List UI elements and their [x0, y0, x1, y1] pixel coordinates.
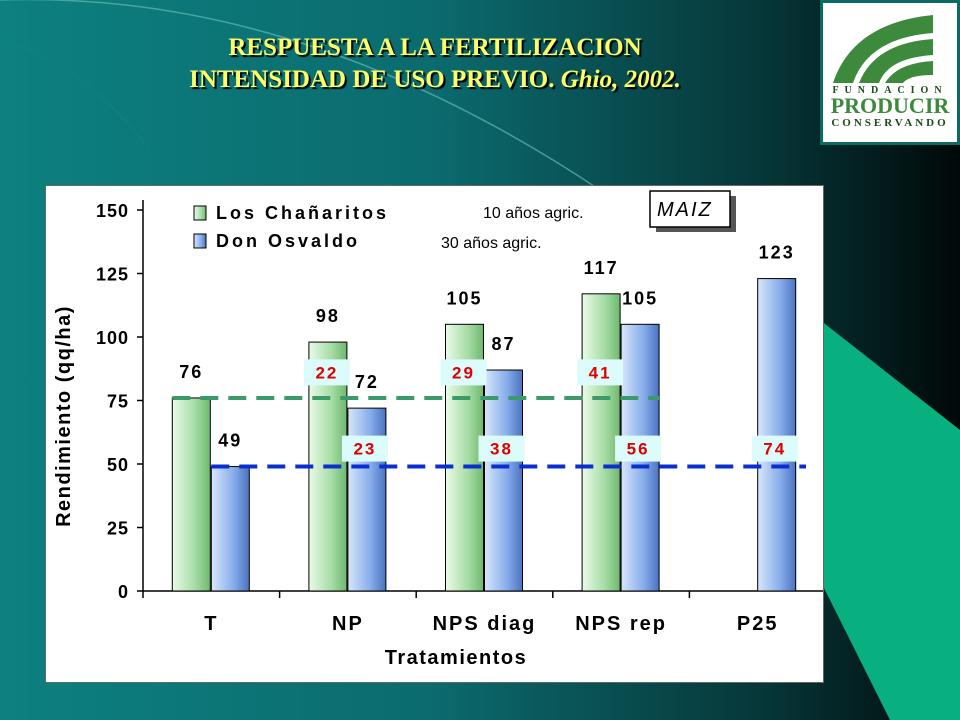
response-label: 22: [315, 363, 338, 382]
x-axis-title: Tratamientos: [385, 647, 527, 669]
response-label: 29: [452, 363, 475, 382]
fundacion-producir-logo: FUNDACION PRODUCIR CONSERVANDO: [820, 0, 960, 145]
bar-value-label: 105: [622, 288, 658, 308]
bar-value-label: 76: [179, 362, 203, 382]
bar-los-chanaritos: [171, 397, 211, 592]
title-line-2: INTENSIDAD DE USO PREVIO. Ghio, 2002.: [95, 64, 775, 96]
green-corner-shape: [820, 320, 960, 720]
legend-swatch: [193, 233, 207, 249]
response-label: 23: [353, 440, 376, 459]
crop-label: MAIZ: [657, 199, 713, 221]
bar-value-label: 49: [218, 431, 242, 451]
title-citation: Ghio, 2002.: [560, 66, 681, 93]
bar-value-label: 87: [491, 334, 515, 354]
x-tick-label: NPS diag: [433, 613, 537, 635]
response-label: 41: [589, 363, 612, 382]
logo-line-3: CONSERVANDO: [831, 117, 949, 129]
legend-label: Los Chañaritos: [216, 203, 389, 223]
crop-label-box: MAIZ: [649, 190, 736, 232]
bar-value-label: 123: [759, 243, 795, 263]
bar-don-osvaldo: [757, 278, 797, 592]
x-tick-label: NP: [332, 613, 364, 635]
bar-don-osvaldo: [210, 466, 250, 592]
y-tick-label: 75: [107, 392, 129, 412]
response-label: 74: [763, 440, 786, 459]
series2-note: 30 años agric.: [441, 235, 542, 252]
title-line-2-text: INTENSIDAD DE USO PREVIO.: [189, 66, 555, 93]
x-tick-label: T: [204, 613, 218, 635]
y-tick-label: 25: [107, 519, 129, 539]
bar-don-osvaldo: [347, 407, 387, 592]
x-tick-label: P25: [737, 613, 779, 635]
logo-arcs-icon: [833, 15, 933, 83]
y-tick-label: 100: [96, 328, 129, 348]
y-tick-label: 150: [96, 201, 129, 221]
bar-value-label: 105: [446, 288, 482, 308]
chart-panel: 0 25 50 75 100 125 150 T NP NPS diag NPS rep P25 76…: [45, 185, 827, 683]
response-label-box: [440, 359, 487, 386]
bar-value-label: 117: [584, 258, 619, 278]
slide-title: RESPUESTA A LA FERTILIZACION INTENSIDAD …: [95, 32, 775, 96]
bar-los-chanaritos: [581, 293, 621, 592]
series1-note: 10 años agric.: [483, 205, 584, 222]
response-label-box: [341, 435, 388, 462]
logo-line-1: FUNDACION: [832, 85, 948, 96]
response-label-box: [615, 435, 662, 462]
title-line-1: RESPUESTA A LA FERTILIZACION: [228, 34, 642, 61]
y-tick-label: 125: [96, 265, 129, 285]
response-label: 56: [627, 440, 650, 459]
response-label: 38: [490, 440, 513, 459]
response-label-box: [751, 435, 798, 462]
bar-value-label: 98: [316, 306, 340, 326]
bar-don-osvaldo: [484, 369, 523, 592]
legend-swatch: [193, 205, 207, 221]
legend-label: Don Osvaldo: [216, 231, 360, 251]
y-tick-label: 50: [107, 455, 129, 475]
response-label-box: [478, 435, 525, 462]
x-tick-label: NPS rep: [575, 613, 667, 635]
y-axis-title: Rendimiento (qq/ha): [53, 305, 75, 527]
response-label-box: [303, 359, 350, 386]
logo-line-2: PRODUCIR: [830, 93, 950, 118]
response-label-box: [577, 359, 624, 386]
bar-chart: 0 25 50 75 100 125 150 T NP NPS diag NPS rep P25 76…: [53, 190, 827, 669]
bar-value-label: 72: [355, 372, 379, 392]
y-tick-label: 0: [118, 582, 129, 602]
